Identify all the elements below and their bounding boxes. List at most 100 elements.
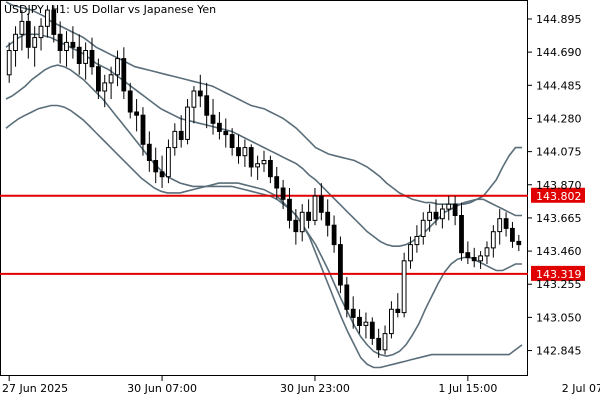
candle — [223, 118, 229, 148]
candle-body — [338, 244, 343, 286]
candle-body — [420, 219, 426, 238]
candle — [204, 82, 210, 129]
candle-body — [312, 195, 318, 221]
candle-body — [510, 227, 515, 242]
candle-body — [465, 252, 471, 259]
y-tick-label: 144.690 — [536, 46, 582, 59]
candle — [318, 183, 324, 221]
candle-body — [127, 90, 133, 113]
candle — [108, 66, 114, 100]
band-inner-lower — [5, 64, 522, 358]
candle-body — [369, 321, 375, 339]
horizontal-levels: 143.802 143.319 — [0, 187, 585, 281]
candle — [185, 99, 190, 145]
candle-body — [45, 9, 50, 27]
candle-body — [389, 308, 394, 335]
candle-body — [140, 114, 146, 145]
candle-body — [325, 211, 331, 226]
candle-body — [76, 46, 82, 64]
price-axis: 144.895 144.690 144.485 144.280 144.075 143.8… — [527, 13, 582, 358]
candle-body — [210, 114, 216, 124]
x-tick-label: 1 Jul 15:00 — [438, 382, 497, 395]
candle — [408, 236, 413, 269]
level-price-badge — [531, 187, 585, 203]
candle-body — [191, 90, 197, 108]
candle-body — [19, 20, 25, 35]
candle — [357, 309, 362, 334]
candle-body — [57, 33, 63, 51]
candle — [32, 26, 38, 67]
candle — [280, 179, 286, 210]
candle-body — [217, 122, 222, 132]
candle-body — [490, 231, 496, 249]
candle-body — [280, 187, 286, 200]
candle — [312, 188, 318, 226]
candle-body — [178, 130, 184, 140]
candle-body — [102, 82, 108, 92]
candle — [45, 5, 50, 38]
candle-body — [484, 247, 490, 257]
candle-body — [382, 333, 388, 351]
candle — [299, 204, 305, 242]
candle — [497, 209, 503, 245]
level-price-label: 143.319 — [536, 268, 582, 281]
candle — [229, 128, 235, 156]
candle — [382, 325, 388, 355]
candle-body — [344, 284, 350, 310]
candle — [433, 199, 439, 226]
candle-body — [503, 218, 509, 229]
candle — [76, 34, 82, 75]
candle-body — [459, 215, 464, 254]
candle — [166, 139, 171, 184]
candle-body — [13, 33, 18, 51]
candle — [57, 21, 63, 64]
y-tick-label: 142.845 — [536, 345, 582, 358]
candle-body — [6, 50, 12, 76]
candle-body — [146, 143, 152, 162]
candle — [484, 241, 490, 265]
candle — [363, 312, 369, 339]
candle-body — [440, 208, 445, 220]
candle-body — [293, 219, 299, 233]
candle — [159, 155, 165, 188]
candle — [344, 276, 350, 318]
candle-body — [185, 106, 190, 140]
candle — [389, 301, 394, 339]
candle — [338, 236, 343, 294]
candle — [134, 99, 139, 132]
y-tick-label: 143.870 — [536, 179, 582, 192]
candle — [255, 155, 260, 180]
candle-body — [318, 195, 324, 213]
candle-body — [427, 211, 433, 221]
candle — [19, 10, 25, 51]
candle — [83, 42, 88, 80]
candle-body — [306, 211, 312, 221]
candle — [13, 26, 18, 67]
candle-body — [516, 240, 522, 246]
candle-body — [331, 224, 337, 246]
candle-body — [236, 147, 241, 157]
candle-body — [159, 171, 165, 178]
x-tick-label: 30 Jun 07:00 — [127, 382, 197, 395]
candle — [70, 26, 76, 59]
candle — [197, 74, 203, 108]
candle — [236, 134, 241, 164]
candle — [121, 47, 127, 100]
candle-body — [70, 41, 76, 48]
candle-body — [478, 255, 484, 262]
candle — [146, 131, 152, 172]
candle — [510, 221, 515, 248]
candle-body — [108, 74, 114, 84]
candle — [503, 212, 509, 237]
candle-body — [153, 160, 159, 173]
candle — [268, 155, 273, 184]
x-tick-label: 2 Jul 07:00 — [562, 382, 600, 395]
candle-body — [497, 218, 503, 233]
candle — [350, 296, 356, 329]
candle-body — [261, 160, 267, 165]
candle-body — [229, 134, 235, 149]
candle-body — [121, 58, 127, 92]
candle-body — [395, 308, 401, 313]
